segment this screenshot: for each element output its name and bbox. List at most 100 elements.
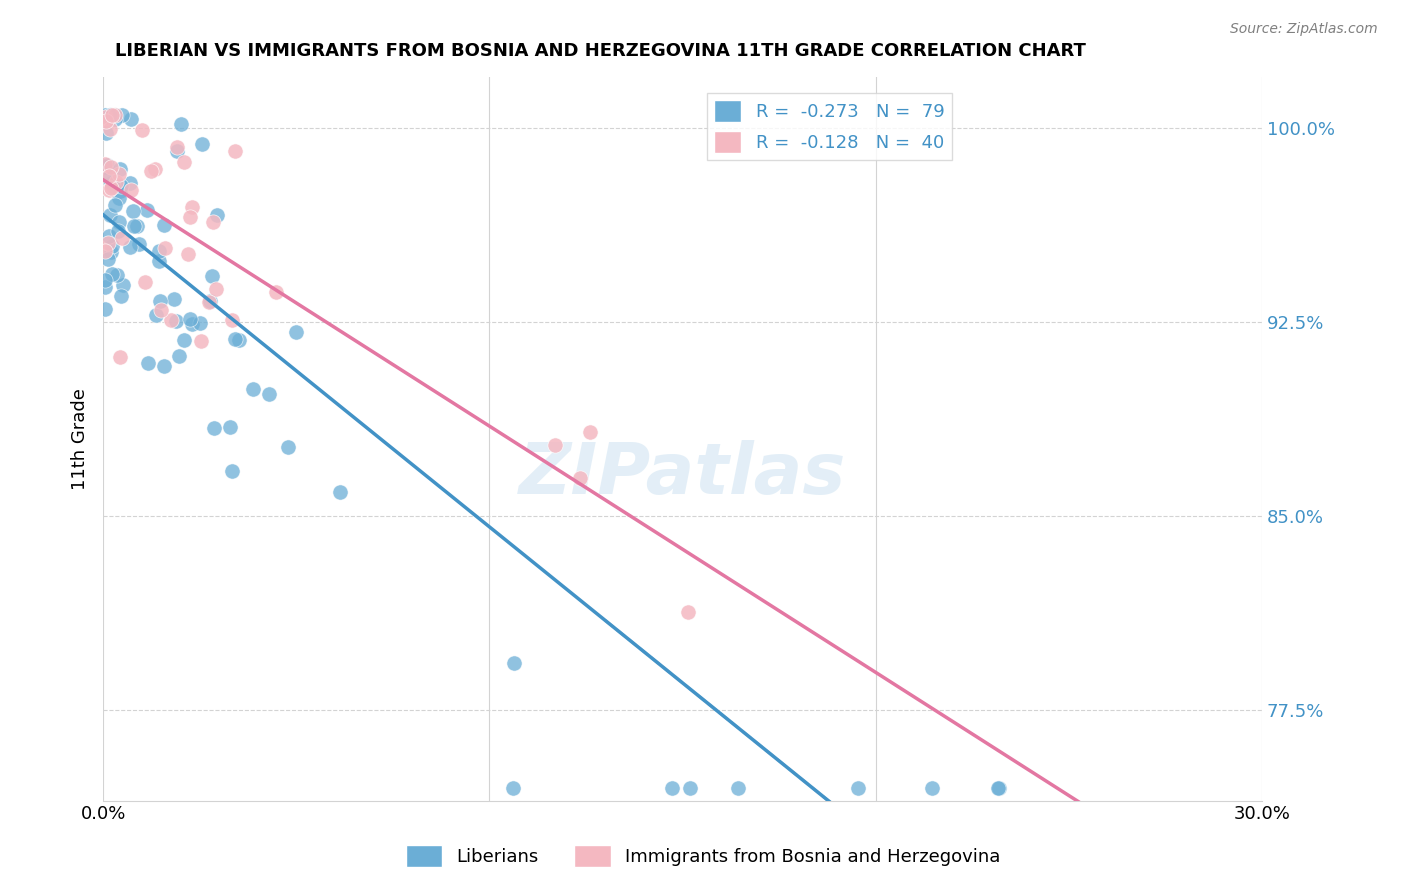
Liberians (661, 780, 683, 795)
Liberians (148, 253, 170, 268)
Liberians (111, 278, 134, 293)
Liberians (107, 224, 129, 238)
Immigrants from Bosnia and Herzegovina (173, 155, 195, 169)
Liberians (110, 178, 132, 193)
Immigrants from Bosnia and Herzegovina (100, 181, 122, 195)
Liberians (94, 126, 117, 140)
Liberians (202, 421, 225, 435)
Liberians (188, 316, 211, 330)
Liberians (921, 780, 943, 795)
Immigrants from Bosnia and Herzegovina (544, 438, 567, 452)
Liberians (149, 293, 172, 308)
Liberians (846, 780, 869, 795)
Immigrants from Bosnia and Herzegovina (180, 200, 202, 214)
Immigrants from Bosnia and Herzegovina (579, 425, 602, 439)
Liberians (101, 239, 124, 253)
Liberians (98, 169, 121, 184)
Liberians (179, 312, 201, 326)
Immigrants from Bosnia and Herzegovina (155, 241, 177, 255)
Liberians (329, 485, 352, 500)
Liberians (224, 332, 246, 346)
Immigrants from Bosnia and Herzegovina (166, 140, 188, 154)
Liberians (218, 420, 240, 434)
Liberians (170, 117, 193, 131)
Immigrants from Bosnia and Herzegovina (224, 145, 246, 159)
Liberians (228, 333, 250, 347)
Immigrants from Bosnia and Herzegovina (97, 236, 120, 251)
Liberians (104, 198, 127, 212)
Liberians (242, 382, 264, 396)
Immigrants from Bosnia and Herzegovina (94, 110, 117, 124)
Liberians (148, 244, 170, 259)
Immigrants from Bosnia and Herzegovina (149, 303, 172, 318)
Legend: Liberians, Immigrants from Bosnia and Herzegovina: Liberians, Immigrants from Bosnia and He… (398, 838, 1008, 874)
Liberians (94, 301, 117, 316)
Liberians (120, 240, 142, 254)
Liberians (163, 293, 186, 307)
Liberians (105, 179, 128, 194)
Liberians (103, 179, 125, 194)
Liberians (108, 191, 131, 205)
Liberians (125, 219, 148, 233)
Liberians (100, 208, 122, 222)
Liberians (153, 359, 176, 373)
Liberians (167, 350, 190, 364)
Liberians (502, 780, 524, 795)
Text: LIBERIAN VS IMMIGRANTS FROM BOSNIA AND HERZEGOVINA 11TH GRADE CORRELATION CHART: LIBERIAN VS IMMIGRANTS FROM BOSNIA AND H… (115, 42, 1085, 60)
Immigrants from Bosnia and Herzegovina (139, 164, 162, 178)
Liberians (128, 236, 150, 251)
Immigrants from Bosnia and Herzegovina (100, 161, 122, 175)
Liberians (122, 219, 145, 234)
Liberians (107, 268, 129, 282)
Immigrants from Bosnia and Herzegovina (134, 275, 156, 289)
Liberians (165, 314, 187, 328)
Liberians (198, 293, 221, 308)
Liberians (98, 108, 121, 122)
Immigrants from Bosnia and Herzegovina (94, 244, 117, 258)
Liberians (108, 214, 131, 228)
Immigrants from Bosnia and Herzegovina (266, 285, 288, 299)
Immigrants from Bosnia and Herzegovina (96, 113, 118, 128)
Liberians (98, 228, 121, 243)
Immigrants from Bosnia and Herzegovina (97, 169, 120, 183)
Immigrants from Bosnia and Herzegovina (143, 162, 166, 177)
Immigrants from Bosnia and Herzegovina (179, 211, 201, 225)
Liberians (110, 289, 132, 303)
Liberians (727, 780, 749, 795)
Liberians (121, 203, 143, 218)
Liberians (94, 108, 117, 122)
Liberians (988, 780, 1011, 795)
Liberians (277, 440, 299, 454)
Immigrants from Bosnia and Herzegovina (110, 231, 132, 245)
Liberians (987, 780, 1010, 795)
Immigrants from Bosnia and Herzegovina (190, 334, 212, 348)
Liberians (285, 325, 308, 339)
Liberians (145, 308, 167, 322)
Immigrants from Bosnia and Herzegovina (98, 121, 121, 136)
Liberians (503, 657, 526, 671)
Text: Source: ZipAtlas.com: Source: ZipAtlas.com (1230, 22, 1378, 37)
Liberians (94, 279, 117, 293)
Liberians (94, 272, 117, 286)
Liberians (259, 387, 281, 401)
Legend: R =  -0.273   N =  79, R =  -0.128   N =  40: R = -0.273 N = 79, R = -0.128 N = 40 (707, 93, 952, 161)
Liberians (173, 334, 195, 348)
Liberians (103, 112, 125, 126)
Liberians (108, 184, 131, 198)
Liberians (100, 244, 122, 259)
Immigrants from Bosnia and Herzegovina (108, 350, 131, 364)
Liberians (136, 356, 159, 370)
Immigrants from Bosnia and Herzegovina (120, 183, 142, 197)
Immigrants from Bosnia and Herzegovina (108, 167, 131, 181)
Immigrants from Bosnia and Herzegovina (101, 108, 124, 122)
Immigrants from Bosnia and Herzegovina (104, 175, 127, 189)
Liberians (136, 203, 159, 218)
Liberians (94, 161, 117, 175)
Immigrants from Bosnia and Herzegovina (569, 471, 592, 485)
Liberians (181, 317, 204, 331)
Immigrants from Bosnia and Herzegovina (160, 313, 183, 327)
Liberians (96, 158, 118, 172)
Immigrants from Bosnia and Herzegovina (678, 605, 700, 619)
Liberians (101, 267, 124, 281)
Liberians (679, 780, 702, 795)
